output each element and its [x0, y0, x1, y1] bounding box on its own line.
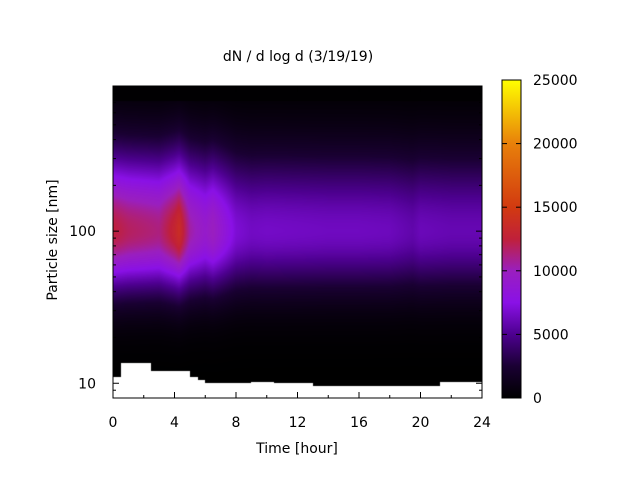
colorbar-tick-label: 10000 — [533, 264, 578, 280]
colorbar-gradient — [501, 79, 522, 399]
colorbar-tick-label: 25000 — [533, 73, 578, 89]
colorbar-tick-label: 0 — [533, 391, 542, 407]
y-tick-label: 10 — [78, 376, 96, 392]
x-axis: 0 4 8 12 16 20 24 — [109, 86, 491, 431]
x-tick-label: 0 — [109, 415, 118, 431]
heatmap-image — [113, 86, 482, 398]
plot-area — [112, 85, 483, 399]
colorbar: 0 5000 10000 15000 20000 25000 — [501, 73, 578, 407]
x-tick-label: 20 — [412, 415, 430, 431]
x-tick-label: 12 — [289, 415, 307, 431]
x-tick-label: 4 — [170, 415, 179, 431]
x-tick-label: 8 — [232, 415, 241, 431]
colorbar-tick-label: 5000 — [533, 327, 569, 343]
y-tick-label: 100 — [69, 224, 96, 240]
x-tick-label: 16 — [350, 415, 368, 431]
x-axis-label: Time [hour] — [255, 441, 338, 457]
colorbar-tick-label: 15000 — [533, 200, 578, 216]
chart-title: dN / d log d (3/19/19) — [223, 49, 373, 65]
x-tick-label: 24 — [473, 415, 491, 431]
y-axis-label: Particle size [nm] — [45, 179, 61, 300]
y-axis: 10 100 — [69, 93, 482, 392]
colorbar-tick-label: 20000 — [533, 137, 578, 153]
